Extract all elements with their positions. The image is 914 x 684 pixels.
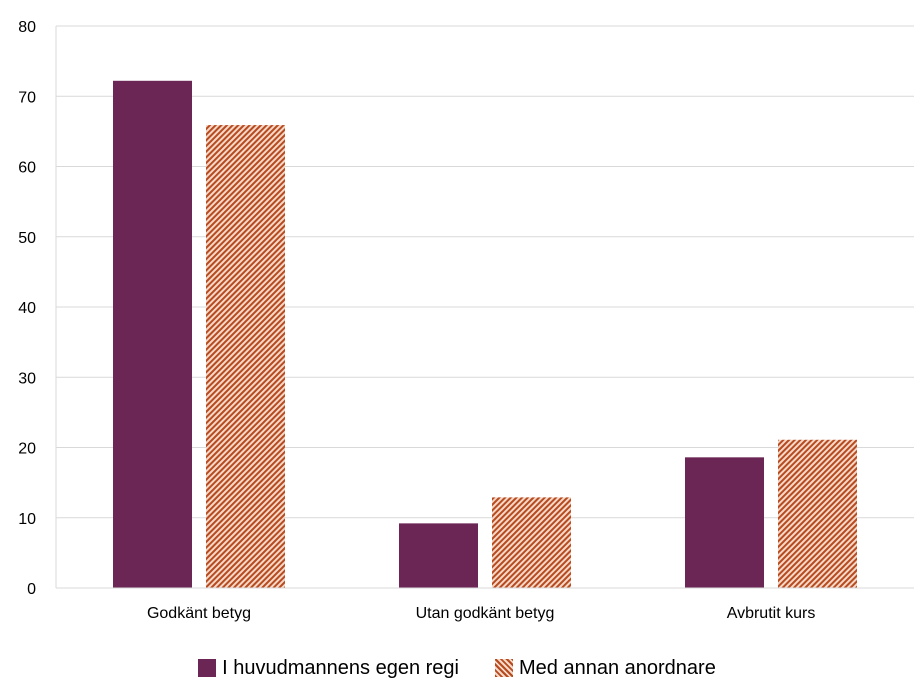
legend-swatch-hatch bbox=[495, 659, 513, 677]
x-tick-label: Avbrutit kurs bbox=[727, 605, 816, 622]
legend-item-egen-regi: I huvudmannens egen regi bbox=[198, 657, 459, 680]
y-tick-label: 20 bbox=[18, 441, 36, 458]
bar-egen-regi bbox=[685, 457, 764, 588]
bar-annan-anordnare bbox=[206, 125, 285, 589]
legend-swatch-solid bbox=[198, 659, 217, 677]
gridlines bbox=[56, 25, 914, 519]
x-axis: Godkänt betyg Utan godkänt betyg Avbrutit … bbox=[56, 587, 914, 622]
legend-label-egen-regi: I huvudmannens egen regi bbox=[222, 656, 459, 679]
bar-egen-regi bbox=[113, 80, 192, 589]
y-tick-label: 0 bbox=[27, 581, 36, 598]
y-tick-label: 40 bbox=[18, 300, 36, 317]
legend-label-annan-anordnare: Med annan anordnare bbox=[519, 656, 716, 679]
bar-annan-anordnare bbox=[492, 497, 571, 588]
y-tick-label: 70 bbox=[18, 89, 36, 106]
x-tick-label: Godkänt betyg bbox=[147, 605, 251, 622]
y-axis: 0 10 20 30 40 50 60 70 80 bbox=[18, 19, 57, 598]
y-tick-label: 50 bbox=[18, 230, 36, 247]
bars bbox=[113, 80, 857, 589]
bar-chart: 0 10 20 30 40 50 60 70 80 Godkänt betyg Utan godk… bbox=[18, 19, 914, 622]
legend-item-annan-anordnare: Med annan anordnare bbox=[495, 657, 716, 680]
y-tick-label: 30 bbox=[18, 370, 36, 387]
legend: I huvudmannens egen regi Med annan anord… bbox=[0, 652, 914, 684]
bar-annan-anordnare bbox=[778, 439, 857, 588]
bar-egen-regi bbox=[399, 523, 478, 588]
y-tick-label: 60 bbox=[18, 160, 36, 177]
x-tick-label: Utan godkänt betyg bbox=[416, 605, 555, 622]
y-tick-label: 10 bbox=[18, 511, 36, 528]
y-tick-label: 80 bbox=[18, 19, 36, 36]
